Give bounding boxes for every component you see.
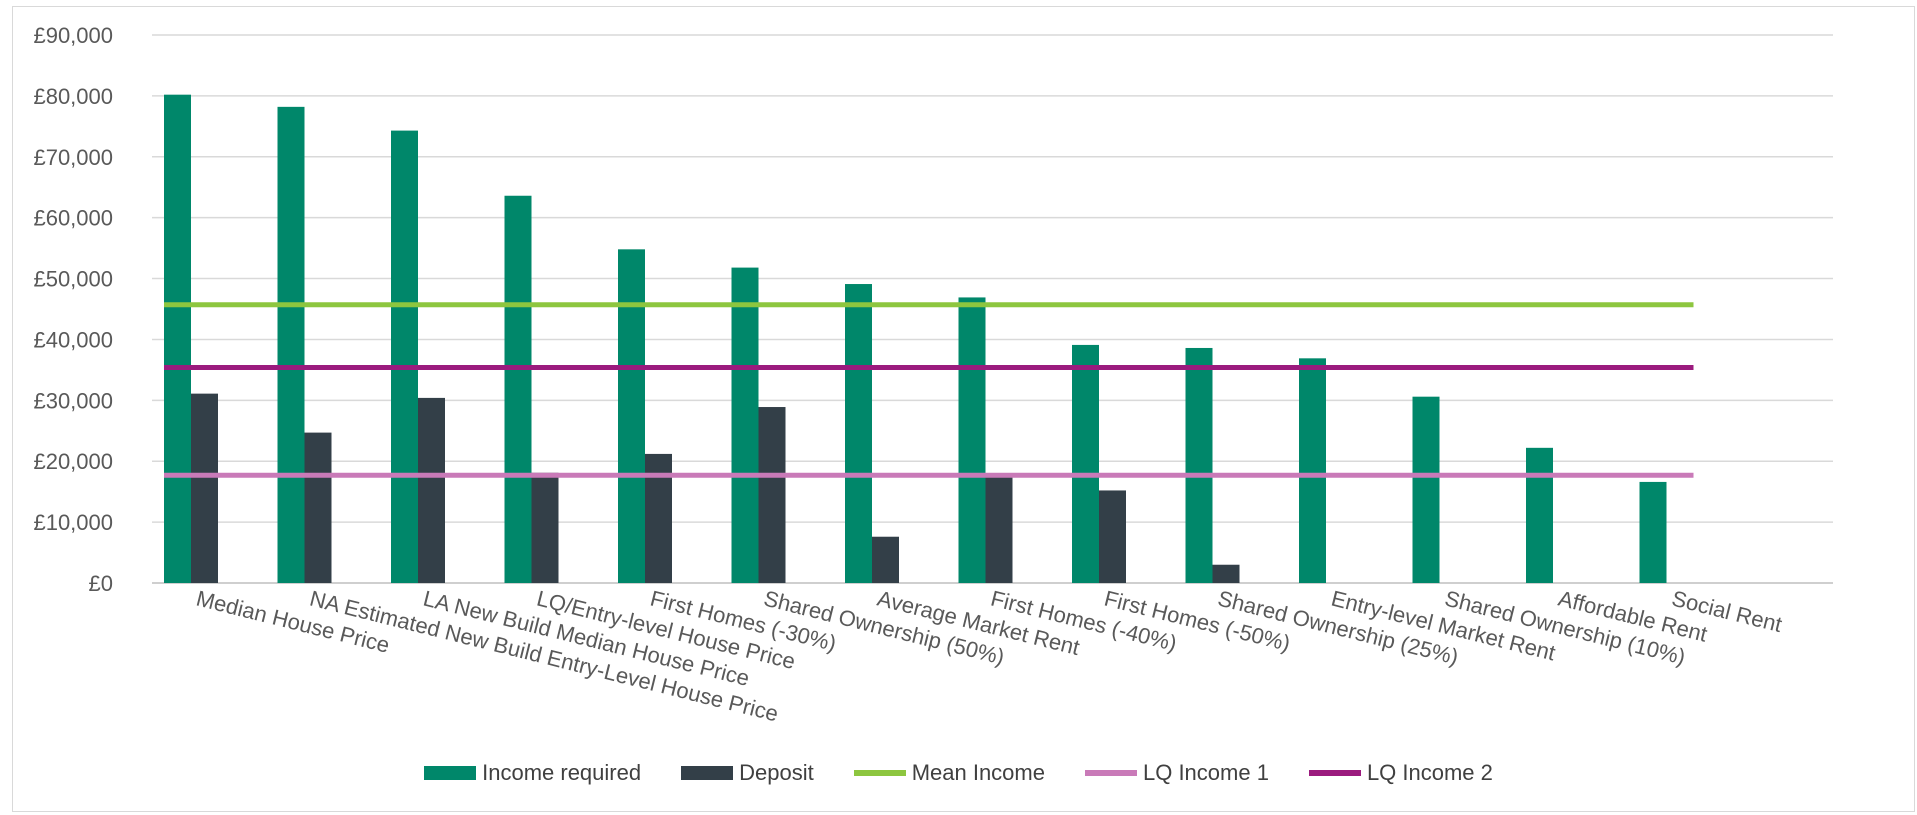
bar-deposit	[758, 407, 786, 583]
bar-income-required	[618, 249, 645, 583]
y-tick-label: £60,000	[33, 206, 113, 231]
bar-income-required	[1072, 344, 1099, 583]
bar-income-required	[391, 130, 418, 583]
y-tick-label: £50,000	[33, 267, 113, 292]
legend-swatch-lq-income-2	[1308, 770, 1361, 776]
bar-deposit	[985, 473, 1013, 583]
y-tick-label: £0	[89, 571, 113, 596]
bar-deposit	[304, 432, 332, 583]
legend-label: Income required	[482, 760, 642, 785]
bar-deposit	[1099, 490, 1126, 583]
bar-deposit	[191, 393, 218, 583]
legend-label: Mean Income	[911, 760, 1045, 785]
legend-label: LQ Income 1	[1142, 760, 1269, 785]
y-tick-label: £70,000	[33, 145, 113, 170]
bar-income-required	[731, 267, 759, 583]
y-axis-ticks: £0 £10,000 £20,000 £30,000 £40,000 £50,000 £60…	[33, 23, 113, 596]
legend-item-deposit[interactable]: Deposit	[681, 760, 814, 786]
legend-swatch-deposit	[681, 766, 734, 780]
bar-income-required	[164, 94, 191, 583]
legend-label: LQ Income 2	[1366, 760, 1493, 785]
legend-item-mean-income[interactable]: Mean Income	[853, 760, 1045, 786]
y-tick-label: £30,000	[33, 388, 113, 413]
y-tick-label: £20,000	[33, 449, 113, 474]
reference-lines	[164, 302, 1694, 478]
legend-item-lq-income-2[interactable]: LQ Income 2	[1308, 760, 1493, 786]
bar-income-required	[958, 297, 986, 583]
y-tick-label: £90,000	[33, 23, 113, 48]
bar-income-required	[1412, 396, 1440, 583]
bar-income-required	[1526, 447, 1553, 583]
bars	[164, 94, 1667, 584]
legend: Income required Deposit Mean Income LQ I…	[0, 760, 1917, 786]
bar-income-required	[1639, 481, 1667, 583]
bar-deposit	[872, 536, 899, 583]
y-tick-label: £10,000	[33, 510, 113, 535]
bar-income-required	[1185, 347, 1213, 583]
bar-income-required	[504, 195, 532, 583]
bar-income-required	[1299, 358, 1326, 583]
bar-income-required	[845, 284, 872, 583]
legend-swatch-income-required	[424, 766, 477, 780]
legend-item-income-required[interactable]: Income required	[424, 760, 641, 786]
bar-deposit	[1212, 564, 1240, 583]
legend-label: Deposit	[739, 760, 814, 785]
y-tick-label: £80,000	[33, 84, 113, 109]
bar-deposit	[418, 397, 445, 583]
legend-swatch-mean-income	[853, 770, 906, 776]
bar-income-required	[277, 106, 305, 584]
legend-swatch-lq-income-1	[1084, 770, 1137, 776]
bar-deposit	[531, 472, 559, 583]
y-tick-label: £40,000	[33, 327, 113, 352]
legend-item-lq-income-1[interactable]: LQ Income 1	[1084, 760, 1269, 786]
